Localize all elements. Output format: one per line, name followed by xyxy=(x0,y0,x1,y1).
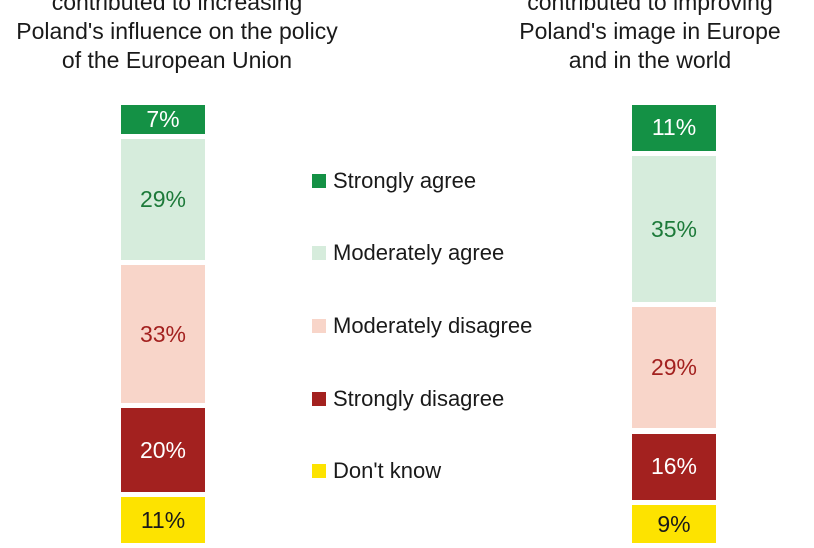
legend-swatch xyxy=(312,319,326,333)
bar-segment-moderately-agree: 35% xyxy=(632,155,716,303)
legend-item-strongly-disagree: Strongly disagree xyxy=(312,386,504,412)
data-label: 33% xyxy=(139,320,187,347)
bar-segment-strongly-agree: 7% xyxy=(121,105,205,135)
data-label: 35% xyxy=(650,215,698,242)
chart-title-right: contributed to improving Poland's image … xyxy=(519,0,781,73)
legend-swatch xyxy=(312,174,326,188)
bar-segment-moderately-agree: 29% xyxy=(121,139,205,261)
data-label: 9% xyxy=(657,510,691,537)
data-label: 20% xyxy=(139,436,187,463)
legend-label: Moderately disagree xyxy=(333,313,533,338)
data-label: 11% xyxy=(651,114,697,141)
bar-segment-dont-know: 11% xyxy=(121,497,205,543)
legend-label: Strongly agree xyxy=(333,168,477,193)
data-label: 29% xyxy=(139,186,187,213)
legend-label: Moderately agree xyxy=(333,240,505,265)
legend-swatch xyxy=(312,392,326,406)
data-label: 7% xyxy=(146,106,180,133)
data-label: 29% xyxy=(650,354,698,381)
bar-segment-strongly-disagree: 16% xyxy=(632,433,716,501)
legend-swatch xyxy=(312,464,326,478)
bar-segment-moderately-disagree: 33% xyxy=(121,265,205,404)
stacked-bar-right: 11% 35% 29% 16% 9% xyxy=(632,105,716,543)
legend-label: Strongly disagree xyxy=(333,386,505,411)
legend-swatch xyxy=(312,246,326,260)
legend-item-moderately-disagree: Moderately disagree xyxy=(312,313,532,339)
legend-item-moderately-agree: Moderately agree xyxy=(312,240,504,266)
stacked-bar-left: 7% 29% 33% 20% 11% xyxy=(121,105,205,543)
data-label: 16% xyxy=(650,453,698,480)
chart-title-left: contributed to increasing Poland's influ… xyxy=(16,0,338,73)
legend-item-dont-know: Don't know xyxy=(312,458,441,484)
bar-segment-strongly-agree: 11% xyxy=(632,105,716,151)
bar-segment-moderately-disagree: 29% xyxy=(632,307,716,429)
data-label: 11% xyxy=(140,506,186,533)
legend-label: Don't know xyxy=(333,458,442,483)
legend-item-strongly-agree: Strongly agree xyxy=(312,168,476,194)
bar-segment-strongly-disagree: 20% xyxy=(121,408,205,492)
bar-segment-dont-know: 9% xyxy=(632,505,716,543)
